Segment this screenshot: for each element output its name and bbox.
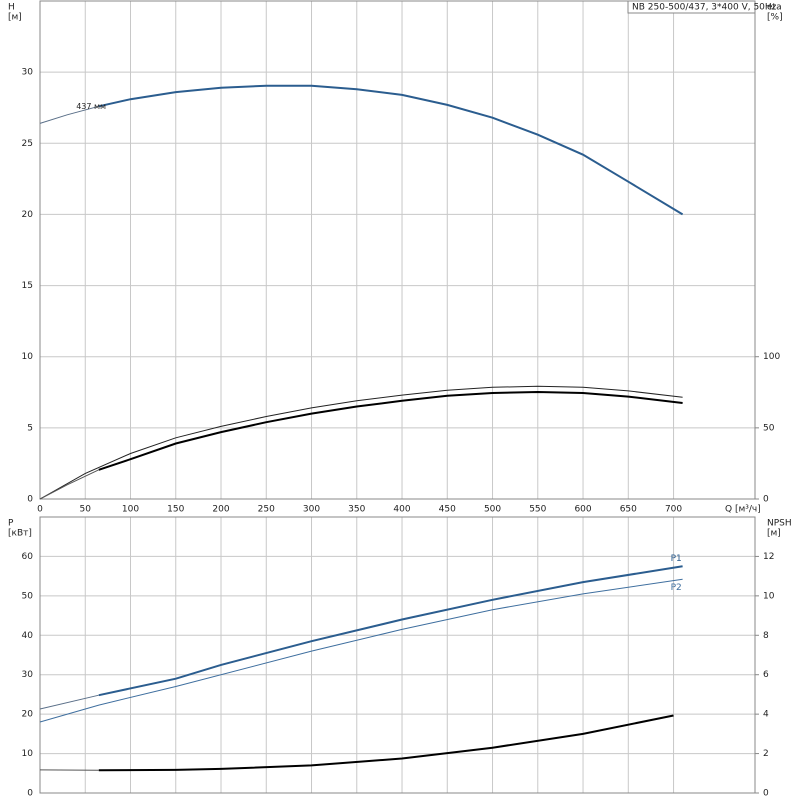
y2-tick-label: 0	[763, 495, 769, 505]
x-tick-label: 350	[348, 505, 365, 515]
y-tick-label: 25	[22, 139, 33, 149]
y-tick-label: 0	[27, 789, 33, 799]
x-tick-label: 300	[303, 505, 320, 515]
x-tick-label: 200	[212, 505, 229, 515]
legend-label: P1	[671, 554, 682, 564]
y-axis-label: [кВт]	[8, 529, 32, 539]
x-tick-label: 50	[80, 505, 92, 515]
y-axis-label: [м]	[8, 13, 22, 23]
y2-tick-label: 8	[763, 631, 769, 641]
x-tick-label: 400	[393, 505, 410, 515]
y-tick-label: 30	[22, 68, 34, 78]
curve	[39, 578, 683, 723]
plot-frame	[39, 516, 756, 794]
y2-tick-label: 6	[763, 670, 769, 680]
y2-tick-label: 100	[763, 352, 780, 362]
curve	[98, 84, 684, 216]
x-tick-label: 100	[122, 505, 139, 515]
chart-title: NB 250-500/437, 3*400 V, 50Hz	[632, 3, 777, 13]
x-tick-label: 450	[439, 505, 456, 515]
x-tick-label: 600	[574, 505, 591, 515]
curve	[39, 469, 100, 500]
annotation: 437 мм	[76, 102, 106, 111]
title-box	[627, 0, 756, 14]
y-tick-label: 60	[22, 552, 34, 562]
y2-tick-label: 2	[763, 749, 769, 759]
curve	[39, 105, 99, 124]
y2-tick-label: 4	[763, 710, 769, 720]
y-axis-label: H	[8, 3, 15, 13]
curve	[39, 385, 683, 500]
y-tick-label: 50	[22, 591, 34, 601]
y2-axis-label: eta	[767, 3, 782, 13]
y-tick-label: 5	[27, 423, 33, 433]
y-tick-label: 20	[22, 710, 34, 720]
legend-label: P2	[671, 583, 682, 593]
x-tick-label: 500	[484, 505, 501, 515]
curve	[98, 390, 683, 471]
y2-axis-label: [м]	[767, 529, 781, 539]
curve	[98, 714, 674, 772]
y-tick-label: 40	[22, 631, 34, 641]
plot-frame	[39, 0, 756, 500]
y2-axis-label: [%]	[767, 13, 783, 23]
y2-tick-label: 0	[763, 789, 769, 799]
x-tick-label: 700	[665, 505, 682, 515]
y-tick-label: 15	[22, 281, 33, 291]
y2-axis-label: NPSH	[767, 519, 792, 529]
y-tick-label: 20	[22, 210, 34, 220]
y-tick-label: 0	[27, 495, 33, 505]
y-tick-label: 30	[22, 670, 34, 680]
y2-tick-label: 10	[763, 591, 775, 601]
curve	[98, 565, 683, 697]
y2-tick-label: 50	[763, 423, 775, 433]
y-axis-label: P	[8, 519, 14, 529]
x-tick-label: 150	[167, 505, 184, 515]
curve	[39, 694, 99, 710]
y2-tick-label: 12	[763, 552, 774, 562]
x-tick-label: 550	[529, 505, 546, 515]
x-tick-label: 250	[258, 505, 275, 515]
x-tick-label: 0	[37, 505, 43, 515]
y-tick-label: 10	[22, 352, 34, 362]
x-tick-label: 650	[620, 505, 637, 515]
y-tick-label: 10	[22, 749, 34, 759]
x-axis-label: Q [м³/ч]	[725, 505, 761, 515]
